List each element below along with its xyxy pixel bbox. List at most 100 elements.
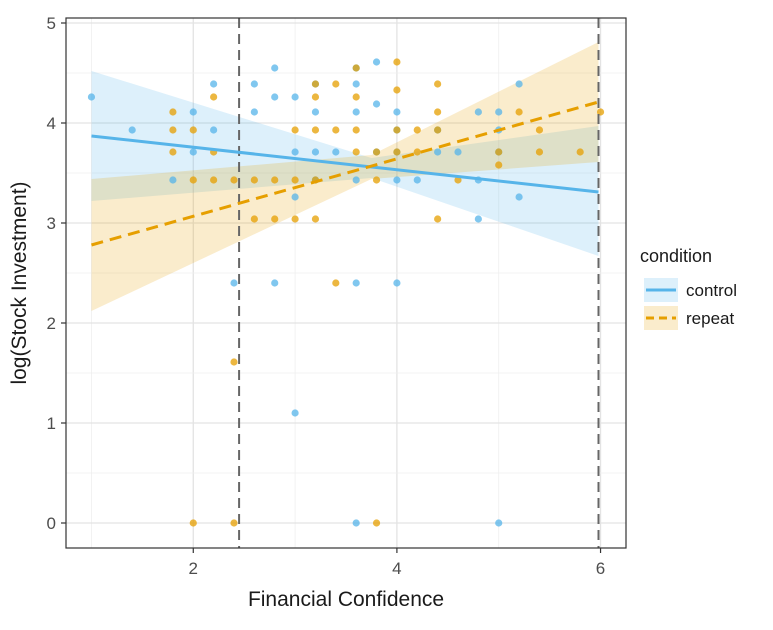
point-control xyxy=(393,279,401,287)
point-control xyxy=(352,519,360,527)
point-repeat xyxy=(169,148,177,156)
point-control xyxy=(352,80,360,88)
point-repeat xyxy=(291,176,299,184)
point-repeat xyxy=(596,108,605,116)
point-repeat xyxy=(271,176,279,184)
point-control xyxy=(311,148,320,156)
y-axis-title: log(Stock Investment) xyxy=(8,181,31,384)
point-control xyxy=(495,108,503,116)
point-control xyxy=(291,409,299,417)
point-control xyxy=(291,148,299,156)
point-control xyxy=(434,148,442,156)
point-control xyxy=(372,100,381,108)
point-control xyxy=(87,93,96,101)
point-repeat xyxy=(372,176,381,184)
point-control xyxy=(210,126,218,134)
point-repeat xyxy=(332,126,340,134)
point-control xyxy=(413,176,421,184)
point-repeat xyxy=(352,93,360,101)
point-control xyxy=(291,93,299,101)
point-repeat xyxy=(434,215,442,223)
point-repeat xyxy=(311,80,320,88)
point-repeat xyxy=(413,126,421,134)
point-control xyxy=(474,108,482,116)
point-repeat xyxy=(169,108,177,116)
data-points xyxy=(87,58,605,527)
ci-band-repeat xyxy=(91,42,599,311)
plot-panel-border xyxy=(65,17,627,549)
point-repeat xyxy=(311,126,320,134)
point-control xyxy=(271,64,279,72)
point-control xyxy=(210,80,218,88)
point-repeat xyxy=(495,148,503,156)
x-tick-label: 6 xyxy=(596,559,605,578)
legend-label-control: control xyxy=(686,281,737,300)
y-tick-label: 2 xyxy=(47,314,56,333)
reference-lines xyxy=(238,18,600,548)
x-axis-title: Financial Confidence xyxy=(248,588,444,611)
point-control xyxy=(271,93,279,101)
point-repeat xyxy=(250,215,258,223)
point-repeat xyxy=(495,161,503,169)
confidence-bands xyxy=(91,42,599,311)
point-repeat xyxy=(210,93,218,101)
point-repeat xyxy=(393,148,401,156)
point-repeat xyxy=(332,279,340,287)
grid-lines xyxy=(66,18,626,548)
point-repeat xyxy=(454,176,462,184)
point-control xyxy=(169,176,177,184)
point-repeat xyxy=(210,176,218,184)
point-control xyxy=(189,148,197,156)
point-repeat xyxy=(352,126,360,134)
point-control xyxy=(291,193,299,201)
point-repeat xyxy=(230,176,238,184)
point-repeat xyxy=(576,148,584,156)
y-axis-ticks: 0 1 2 3 4 5 xyxy=(47,14,66,533)
point-control xyxy=(495,519,503,527)
point-repeat xyxy=(393,126,401,134)
point-control xyxy=(250,80,258,88)
point-control xyxy=(352,176,360,184)
fit-line-repeat xyxy=(91,100,599,247)
y-tick-label: 4 xyxy=(47,114,56,133)
point-repeat xyxy=(535,126,544,134)
point-repeat xyxy=(515,108,523,116)
point-repeat xyxy=(291,126,299,134)
point-repeat xyxy=(413,148,421,156)
y-tick-label: 0 xyxy=(47,514,56,533)
point-repeat xyxy=(372,519,381,527)
x-axis-ticks: 2 4 6 xyxy=(189,548,605,578)
point-control xyxy=(515,80,523,88)
point-repeat xyxy=(189,126,197,134)
legend: condition control repeat xyxy=(640,246,737,330)
point-repeat xyxy=(311,93,320,101)
point-repeat xyxy=(271,215,279,223)
y-tick-label: 1 xyxy=(47,414,56,433)
x-tick-label: 2 xyxy=(189,559,198,578)
fit-lines xyxy=(91,100,599,247)
point-repeat xyxy=(393,58,401,66)
point-control xyxy=(230,279,238,287)
point-repeat xyxy=(535,148,544,156)
point-repeat xyxy=(393,86,401,94)
point-control xyxy=(250,108,258,116)
point-control xyxy=(128,126,136,134)
point-control xyxy=(393,108,401,116)
point-repeat xyxy=(169,126,177,134)
legend-title: condition xyxy=(640,246,712,266)
point-repeat xyxy=(434,80,442,88)
point-repeat xyxy=(352,64,360,72)
y-tick-label: 3 xyxy=(47,214,56,233)
point-control xyxy=(352,108,360,116)
point-control xyxy=(271,279,279,287)
point-repeat xyxy=(311,215,320,223)
y-tick-label: 5 xyxy=(47,14,56,33)
point-control xyxy=(515,193,523,201)
point-control xyxy=(372,58,381,66)
point-control xyxy=(393,176,401,184)
point-repeat xyxy=(230,519,238,527)
point-repeat xyxy=(189,176,197,184)
point-control xyxy=(474,215,482,223)
x-tick-label: 4 xyxy=(392,559,401,578)
